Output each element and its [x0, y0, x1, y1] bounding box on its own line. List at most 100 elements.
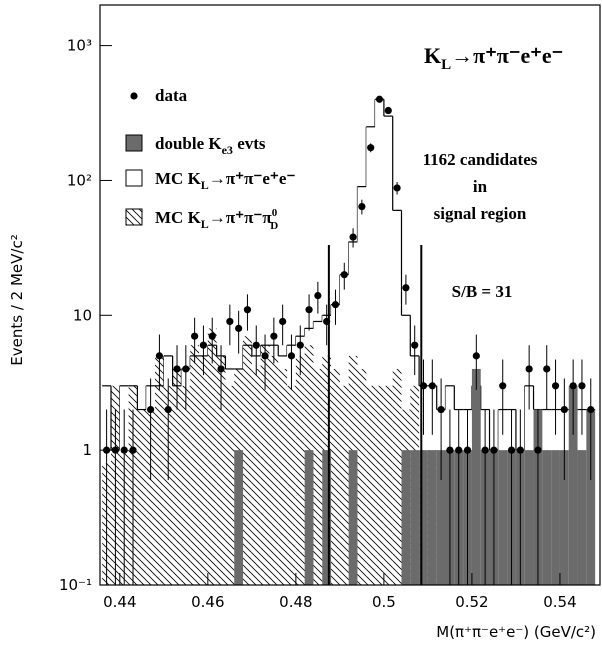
y-tick-label: 10⁻¹	[59, 576, 92, 594]
data-point	[551, 382, 560, 390]
histogram-bar	[234, 450, 244, 585]
legend-label: double Ke3 evts	[155, 134, 266, 157]
histogram-bar	[586, 409, 596, 585]
data-point	[226, 317, 234, 326]
data-point	[243, 306, 252, 314]
data-point	[182, 365, 190, 373]
legend-label-part: →π⁺π⁻π	[209, 208, 273, 227]
histogram-bar	[207, 328, 217, 585]
histogram-bar	[357, 368, 367, 585]
data-point	[314, 291, 322, 300]
histogram-bar	[383, 385, 393, 585]
y-tick-label: 10	[73, 306, 92, 324]
histogram-bar	[524, 450, 534, 585]
data-point	[507, 446, 516, 454]
data-point	[499, 382, 507, 390]
x-tick-label: 0.46	[191, 593, 224, 611]
data-point	[252, 341, 260, 349]
chart-title: KL→π⁺π⁻e⁺e⁻	[424, 43, 563, 73]
legend-label-part: L	[201, 217, 209, 231]
data-point	[543, 365, 551, 373]
histogram-bar	[568, 385, 578, 585]
histogram-bar	[181, 385, 191, 585]
data-point	[455, 446, 463, 454]
histogram-bar	[559, 450, 569, 585]
legend-label-part: evts	[233, 134, 266, 153]
data-point	[428, 382, 436, 390]
legend-label-part: →π⁺π⁻e⁺e⁻	[209, 169, 296, 188]
legend-label: MC KL→π⁺π⁻e⁺e⁻	[155, 169, 295, 192]
y-axis-label: Events / 2 MeV/c²	[8, 234, 26, 365]
histogram-bar	[427, 450, 437, 585]
x-axis-label: M(π⁺π⁻e⁺e⁻) (GeV/c²)	[436, 623, 596, 641]
histogram-bar	[375, 385, 384, 585]
title-part: →π⁺π⁻e⁺e⁻	[451, 43, 563, 68]
histogram-bar	[225, 385, 235, 585]
data-point	[199, 341, 208, 349]
data-point	[534, 446, 542, 454]
data-point	[437, 405, 445, 414]
data-point	[173, 365, 181, 373]
legend-label-part: MC K	[155, 208, 202, 227]
histogram-bar	[551, 450, 560, 585]
histogram-bar	[163, 385, 173, 585]
annotation: 1162 candidates	[423, 150, 538, 169]
y-tick-label: 1	[82, 441, 92, 459]
legend-label-part: L	[201, 178, 209, 192]
data-point	[446, 446, 454, 454]
histogram-bar	[295, 355, 305, 585]
histogram-bar	[269, 355, 279, 585]
data-point	[331, 301, 340, 309]
data-point	[208, 332, 216, 340]
data-point	[463, 446, 472, 454]
data-point	[525, 365, 533, 373]
data-point	[191, 332, 199, 340]
data-point	[472, 352, 480, 360]
histogram-bar	[304, 450, 314, 585]
histogram-bar	[383, 116, 393, 585]
legend-marker	[125, 134, 143, 152]
histogram-bar	[313, 368, 323, 585]
histogram-bar	[348, 450, 358, 585]
histogram-bar	[190, 345, 200, 585]
data-point	[516, 446, 524, 454]
data-point	[358, 202, 366, 211]
plot-frame	[99, 4, 601, 586]
histogram-bar	[577, 450, 587, 585]
histogram-bar	[419, 450, 428, 585]
histogram-bar	[366, 126, 376, 585]
x-tick-label: 0.5	[372, 593, 396, 611]
y-tick-label: 10³	[67, 37, 92, 55]
data-point	[349, 233, 357, 241]
data-point	[340, 271, 348, 279]
data-point	[279, 317, 287, 326]
histogram-bar	[498, 450, 508, 585]
x-tick-label: 0.48	[279, 593, 312, 611]
data-point	[155, 352, 164, 360]
data-point	[578, 382, 586, 390]
data-point	[217, 365, 225, 373]
histogram-bar	[436, 450, 446, 585]
histogram-bar	[410, 450, 420, 585]
legend-label-part: MC K	[155, 169, 202, 188]
histogram-bar	[331, 368, 340, 585]
annotation: signal region	[434, 204, 527, 223]
legend-label-part: 0	[272, 207, 278, 219]
histogram-bar	[322, 450, 332, 585]
histogram-bar	[146, 409, 156, 585]
data-point	[402, 284, 410, 292]
legend-label-part: D	[270, 220, 278, 232]
legend-label-part: double K	[155, 134, 222, 153]
histogram-bar	[172, 368, 182, 585]
histogram-bar	[471, 368, 481, 585]
histogram-bar	[278, 368, 288, 585]
legend-label-part: e3	[222, 143, 233, 157]
legend-label: MC KL→π⁺π⁻π0 D	[155, 207, 278, 232]
legend-marker	[130, 92, 138, 100]
histogram-bar	[155, 355, 164, 585]
x-tick-label: 0.44	[103, 593, 136, 611]
annotation: in	[473, 177, 488, 196]
legend-marker	[125, 169, 143, 187]
